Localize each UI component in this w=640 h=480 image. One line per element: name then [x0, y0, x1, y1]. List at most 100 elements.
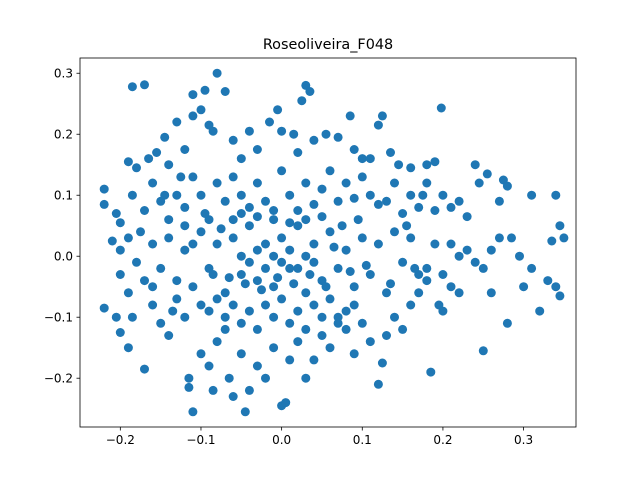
scatter-point: [236, 270, 246, 279]
scatter-point: [502, 181, 512, 191]
scatter-point: [321, 282, 331, 292]
scatter-point: [365, 337, 375, 347]
scatter-point: [390, 178, 399, 188]
scatter-point: [285, 190, 295, 200]
scatter-point: [257, 285, 266, 295]
scatter-point: [99, 303, 109, 313]
scatter-point: [341, 178, 351, 188]
scatter-point: [148, 282, 158, 292]
scatter-point: [325, 166, 335, 176]
scatter-point: [176, 172, 186, 182]
scatter-point: [502, 318, 512, 328]
scatter-point: [261, 300, 270, 310]
scatter-point: [277, 126, 287, 136]
scatter-point: [321, 129, 331, 139]
scatter-point: [212, 68, 222, 78]
scatter-point: [269, 282, 279, 292]
scatter-point: [188, 407, 198, 417]
scatter-point: [252, 324, 262, 334]
scatter-point: [277, 166, 287, 176]
scatter-point: [373, 199, 383, 209]
scatter-point: [317, 212, 327, 222]
x-tick-label: −0.2: [106, 433, 135, 447]
scatter-point: [422, 276, 432, 286]
scatter-point: [301, 373, 311, 383]
scatter-point: [277, 233, 287, 243]
scatter-point: [180, 221, 190, 231]
scatter-point: [196, 300, 206, 310]
scatter-point: [184, 373, 194, 383]
scatter-point: [333, 263, 343, 273]
y-tick-label: 0.1: [54, 189, 73, 203]
scatter-point: [382, 331, 391, 340]
scatter-point: [555, 291, 565, 301]
scatter-point: [269, 343, 279, 353]
scatter-point: [208, 270, 218, 279]
scatter-point: [361, 260, 371, 270]
scatter-point: [325, 227, 335, 237]
scatter-point: [188, 111, 198, 121]
scatter-point: [212, 178, 222, 188]
scatter-point: [353, 215, 363, 225]
scatter-point: [446, 282, 456, 292]
scatter-point: [365, 190, 375, 200]
x-tick-label: −0.1: [186, 433, 215, 447]
scatter-point: [212, 337, 222, 347]
scatter-point: [357, 233, 367, 243]
scatter-point: [301, 251, 311, 261]
scatter-point: [309, 257, 319, 267]
scatter-point: [277, 294, 287, 304]
scatter-point: [188, 239, 198, 249]
scatter-point: [333, 132, 343, 142]
scatter-point: [244, 126, 254, 136]
scatter-point: [140, 206, 149, 215]
scatter-point: [406, 233, 416, 243]
scatter-point: [115, 218, 125, 228]
scatter-point: [494, 233, 504, 243]
scatter-point: [244, 385, 254, 395]
scatter-point: [555, 221, 565, 231]
scatter-point: [470, 160, 480, 170]
scatter-point: [281, 398, 291, 408]
scatter-point: [386, 148, 395, 157]
scatter-point: [164, 215, 174, 225]
scatter-point: [156, 263, 166, 273]
y-tick-label: 0.3: [54, 67, 73, 81]
scatter-point: [474, 178, 484, 188]
scatter-point: [220, 288, 230, 298]
y-axis: −0.2 −0.1 0.0 0.1 0.2 0.3: [44, 67, 80, 386]
scatter-point: [422, 263, 432, 273]
scatter-point: [285, 318, 295, 328]
scatter-point: [454, 196, 464, 206]
scatter-point: [293, 221, 303, 231]
scatter-point: [236, 190, 246, 200]
scatter-point: [148, 178, 158, 188]
scatter-point: [273, 105, 283, 115]
scatter-point: [200, 85, 210, 95]
scatter-point: [430, 206, 440, 215]
scatter-point: [402, 221, 412, 231]
scatter-point: [349, 282, 359, 292]
scatter-point: [341, 245, 351, 255]
scatter-point: [527, 263, 537, 273]
scatter-point: [462, 245, 472, 255]
scatter-point: [515, 251, 524, 261]
scatter-point: [172, 190, 182, 200]
chart-title: Roseoliveira_F048: [263, 37, 393, 53]
scatter-point: [208, 385, 218, 395]
scatter-point: [196, 349, 206, 359]
scatter-point: [228, 392, 238, 401]
scatter-point: [132, 257, 141, 267]
scatter-point: [535, 306, 545, 316]
scatter-point: [252, 145, 262, 154]
scatter-point: [309, 199, 319, 209]
scatter-point: [470, 257, 480, 267]
scatter-point: [406, 190, 416, 200]
scatter-point: [196, 190, 206, 200]
scatter-point: [436, 103, 446, 113]
scatter-point: [180, 202, 190, 212]
scatter-point: [236, 251, 246, 261]
scatter-point: [406, 300, 416, 310]
scatter-point: [414, 202, 424, 212]
y-tick-label: 0.0: [54, 250, 73, 264]
